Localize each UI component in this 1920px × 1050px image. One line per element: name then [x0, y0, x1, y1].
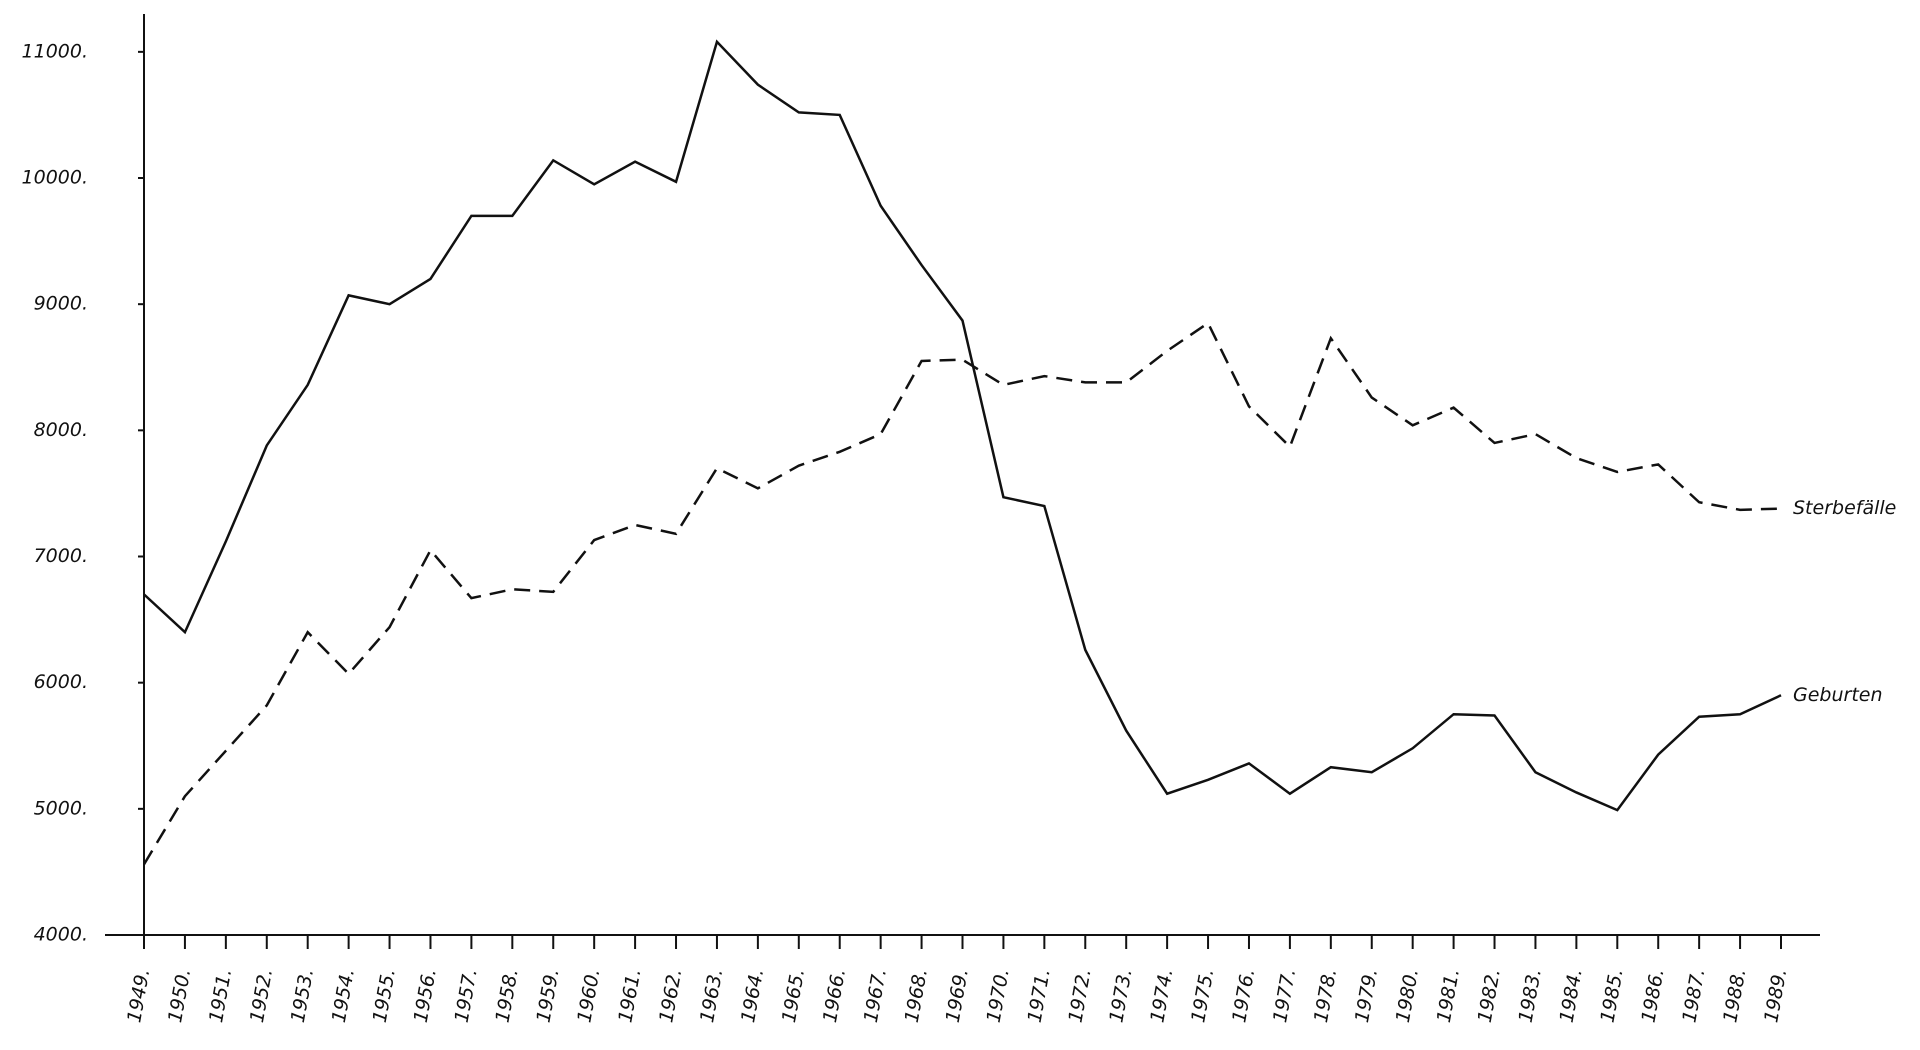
- x-tick-label: 1981.: [1433, 967, 1464, 1024]
- series-label: Geburten: [1793, 684, 1883, 706]
- x-tick-label: 1964.: [737, 967, 768, 1024]
- x-tick-label: 1953.: [287, 967, 318, 1024]
- x-tick-label: 1977.: [1269, 967, 1300, 1024]
- y-tick-label: 6000.: [34, 671, 88, 693]
- x-tick-label: 1952.: [246, 967, 277, 1024]
- x-tick-label: 1974.: [1146, 967, 1177, 1024]
- y-tick-label: 8000.: [34, 419, 88, 441]
- x-tick-label: 1955.: [369, 967, 400, 1024]
- x-tick-label: 1979.: [1351, 967, 1382, 1024]
- x-tick-label: 1984.: [1556, 967, 1587, 1024]
- x-tick-label: 1954.: [328, 967, 359, 1024]
- y-tick-label: 7000.: [34, 545, 88, 567]
- x-tick-label: 1969.: [942, 967, 973, 1024]
- x-tick-label: 1950.: [164, 967, 195, 1024]
- x-tick-label: 1978.: [1310, 967, 1341, 1024]
- x-tick-label: 1960.: [573, 967, 604, 1024]
- y-tick-label: 5000.: [34, 797, 88, 819]
- x-tick-label: 1985.: [1597, 967, 1628, 1024]
- x-tick-label: 1982.: [1474, 967, 1505, 1024]
- x-tick-label: 1972.: [1065, 967, 1096, 1024]
- y-tick-label: 9000.: [34, 293, 88, 315]
- x-tick-label: 1968.: [901, 967, 932, 1024]
- x-tick-label: 1956.: [410, 967, 441, 1024]
- x-tick-label: 1961.: [614, 967, 645, 1024]
- x-tick-label: 1966.: [819, 967, 850, 1024]
- x-tick-label: 1967.: [860, 967, 891, 1024]
- y-tick-label: 11000.: [22, 40, 88, 62]
- x-tick-label: 1949.: [123, 967, 154, 1024]
- x-tick-label: 1986.: [1637, 967, 1668, 1024]
- x-tick-label: 1971.: [1024, 967, 1055, 1024]
- y-tick-label: 10000.: [22, 167, 88, 189]
- series-label: Sterbefälle: [1793, 497, 1896, 519]
- series-line: [142, 321, 1782, 865]
- x-tick-label: 1987.: [1678, 967, 1709, 1024]
- x-tick-label: 1959.: [532, 967, 563, 1024]
- x-tick-label: 1951.: [205, 967, 236, 1024]
- x-tick-label: 1970.: [983, 967, 1014, 1024]
- x-tick-label: 1983.: [1515, 967, 1546, 1024]
- x-tick-label: 1975.: [1187, 967, 1218, 1024]
- x-tick-label: 1980.: [1392, 967, 1423, 1024]
- x-tick-label: 1962.: [655, 967, 686, 1024]
- x-tick-label: 1976.: [1228, 967, 1259, 1024]
- x-tick-label: 1965.: [778, 967, 809, 1024]
- series-line: [143, 39, 1782, 812]
- x-tick-label: 1957.: [451, 967, 482, 1024]
- x-tick-label: 1988.: [1719, 967, 1750, 1024]
- x-tick-label: 1958.: [492, 967, 523, 1024]
- y-tick-label: 4000.: [34, 924, 88, 946]
- x-tick-label: 1989.: [1760, 967, 1791, 1024]
- x-tick-label: 1963.: [696, 967, 727, 1024]
- x-tick-label: 1973.: [1105, 967, 1136, 1024]
